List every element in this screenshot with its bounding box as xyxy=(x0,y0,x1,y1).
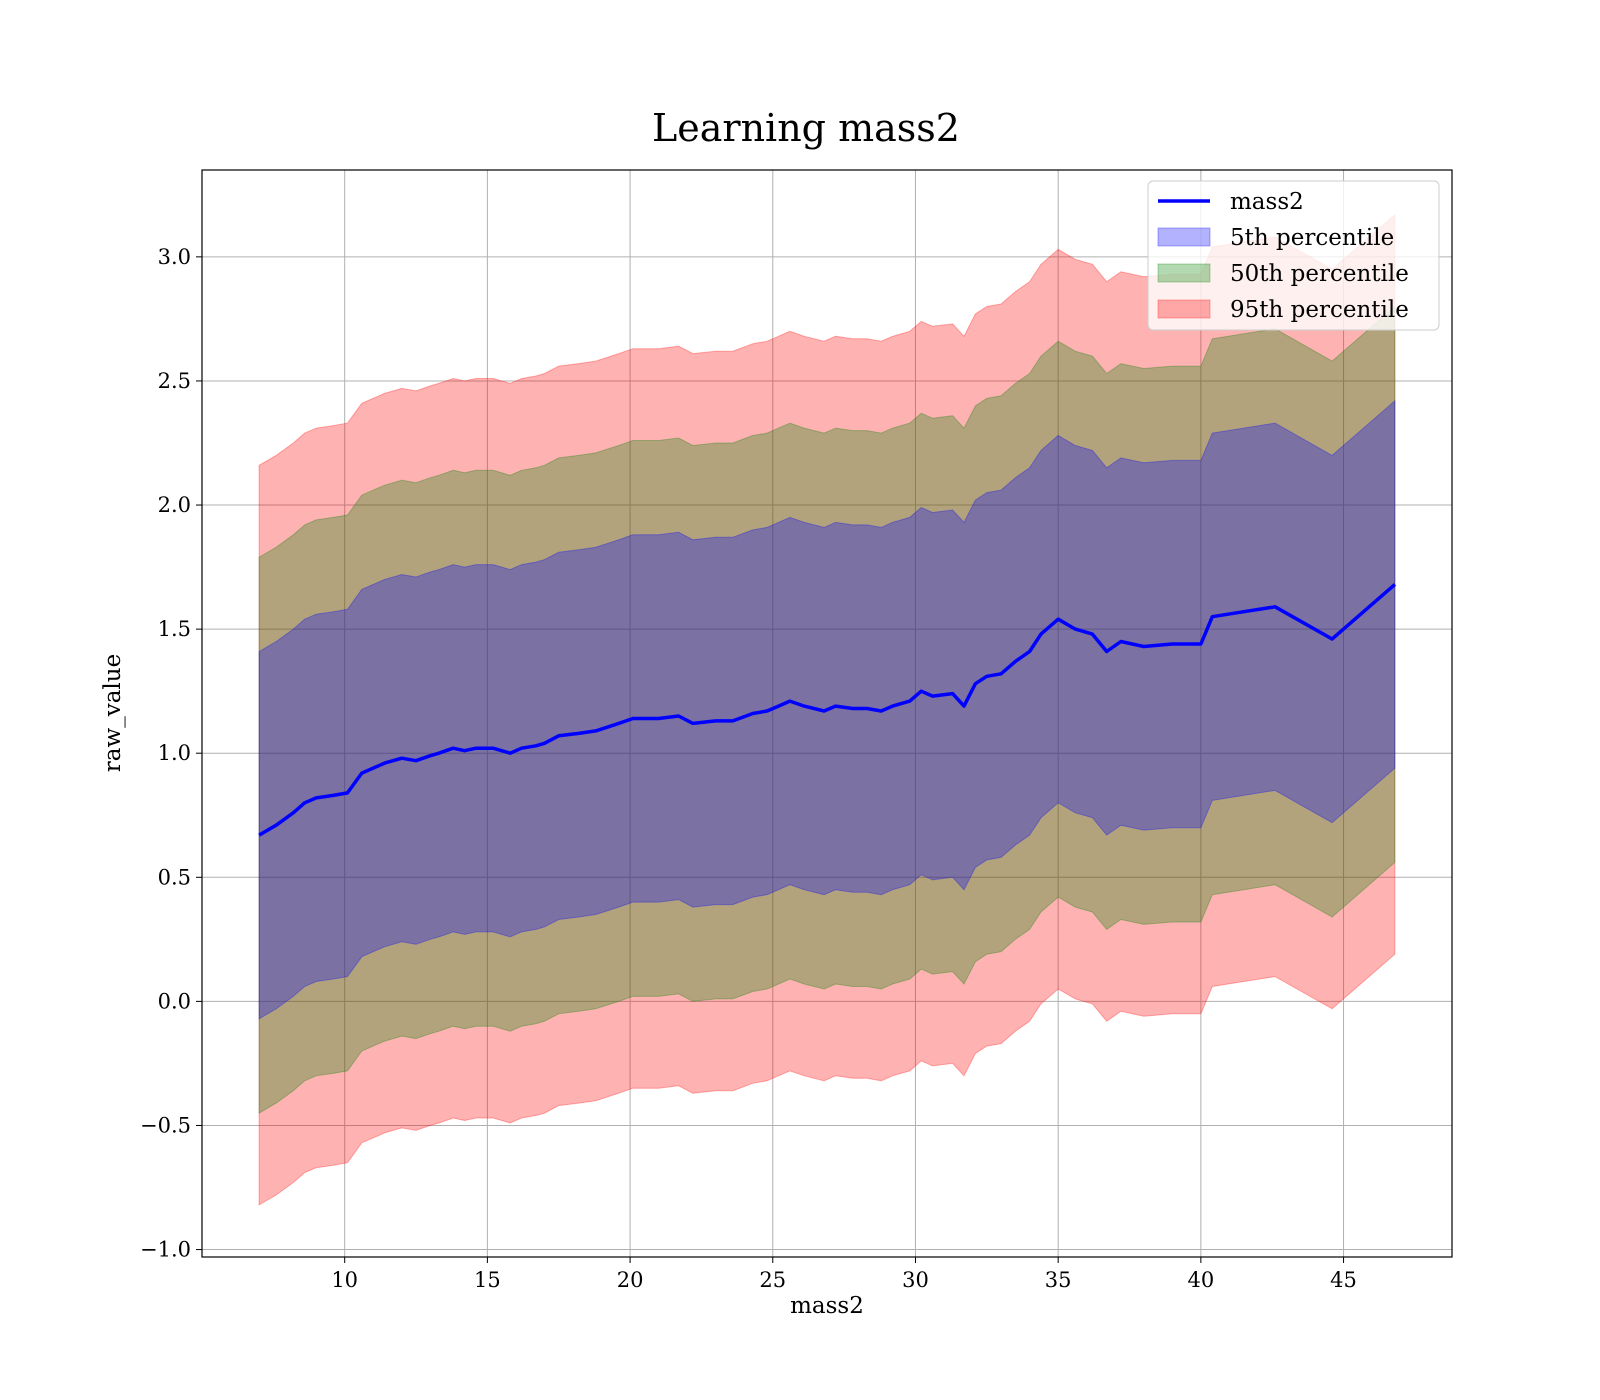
legend-box xyxy=(1147,180,1440,331)
y-axis-ticks: −1.0 −0.5 0.0 0.5 1.0 1.5 2.0 2.5 3.0 xyxy=(140,245,202,1262)
legend-swatch-50th-percentile xyxy=(1157,263,1211,283)
x-tick-label: 40 xyxy=(1187,1268,1214,1292)
y-tick-label: −0.5 xyxy=(140,1113,191,1137)
legend-label-50th-percentile: 50th percentile xyxy=(1230,261,1409,287)
x-tick-label: 25 xyxy=(759,1268,786,1292)
legend-swatch-5th-percentile xyxy=(1157,227,1211,247)
legend-label-mass2: mass2 xyxy=(1230,189,1304,215)
y-tick-label: −1.0 xyxy=(140,1238,191,1262)
x-tick-label: 15 xyxy=(474,1268,501,1292)
y-tick-label: 0.0 xyxy=(158,989,191,1013)
grid xyxy=(202,170,1452,1257)
y-tick-label: 2.5 xyxy=(158,369,191,393)
y-axis-label: raw_value xyxy=(100,654,126,772)
y-tick-label: 0.5 xyxy=(158,865,191,889)
plot-background xyxy=(202,170,1452,1257)
plot-frame xyxy=(201,169,1453,1258)
x-axis-label: mass2 xyxy=(790,1293,864,1319)
x-axis-ticks: 10 15 20 25 30 35 40 45 xyxy=(331,1257,1357,1292)
legend: mass2 5th percentile 50th percentile 95th p… xyxy=(1147,180,1440,331)
legend-swatch-95th-percentile xyxy=(1157,299,1211,319)
x-tick-label: 45 xyxy=(1330,1268,1357,1292)
x-tick-label: 20 xyxy=(617,1268,644,1292)
x-tick-label: 35 xyxy=(1045,1268,1072,1292)
y-tick-label: 2.0 xyxy=(158,493,191,517)
y-tick-label: 1.0 xyxy=(158,741,191,765)
series-line-mass2 xyxy=(258,583,1397,837)
x-tick-label: 10 xyxy=(331,1268,358,1292)
legend-label-5th-percentile: 5th percentile xyxy=(1230,225,1394,251)
y-tick-label: 3.0 xyxy=(158,245,191,269)
legend-label-95th-percentile: 95th percentile xyxy=(1230,297,1409,323)
y-tick-label: 1.5 xyxy=(158,617,191,641)
series-line-layer xyxy=(258,583,1397,837)
chart-title: Learning mass2 xyxy=(652,106,960,150)
x-tick-label: 30 xyxy=(902,1268,929,1292)
